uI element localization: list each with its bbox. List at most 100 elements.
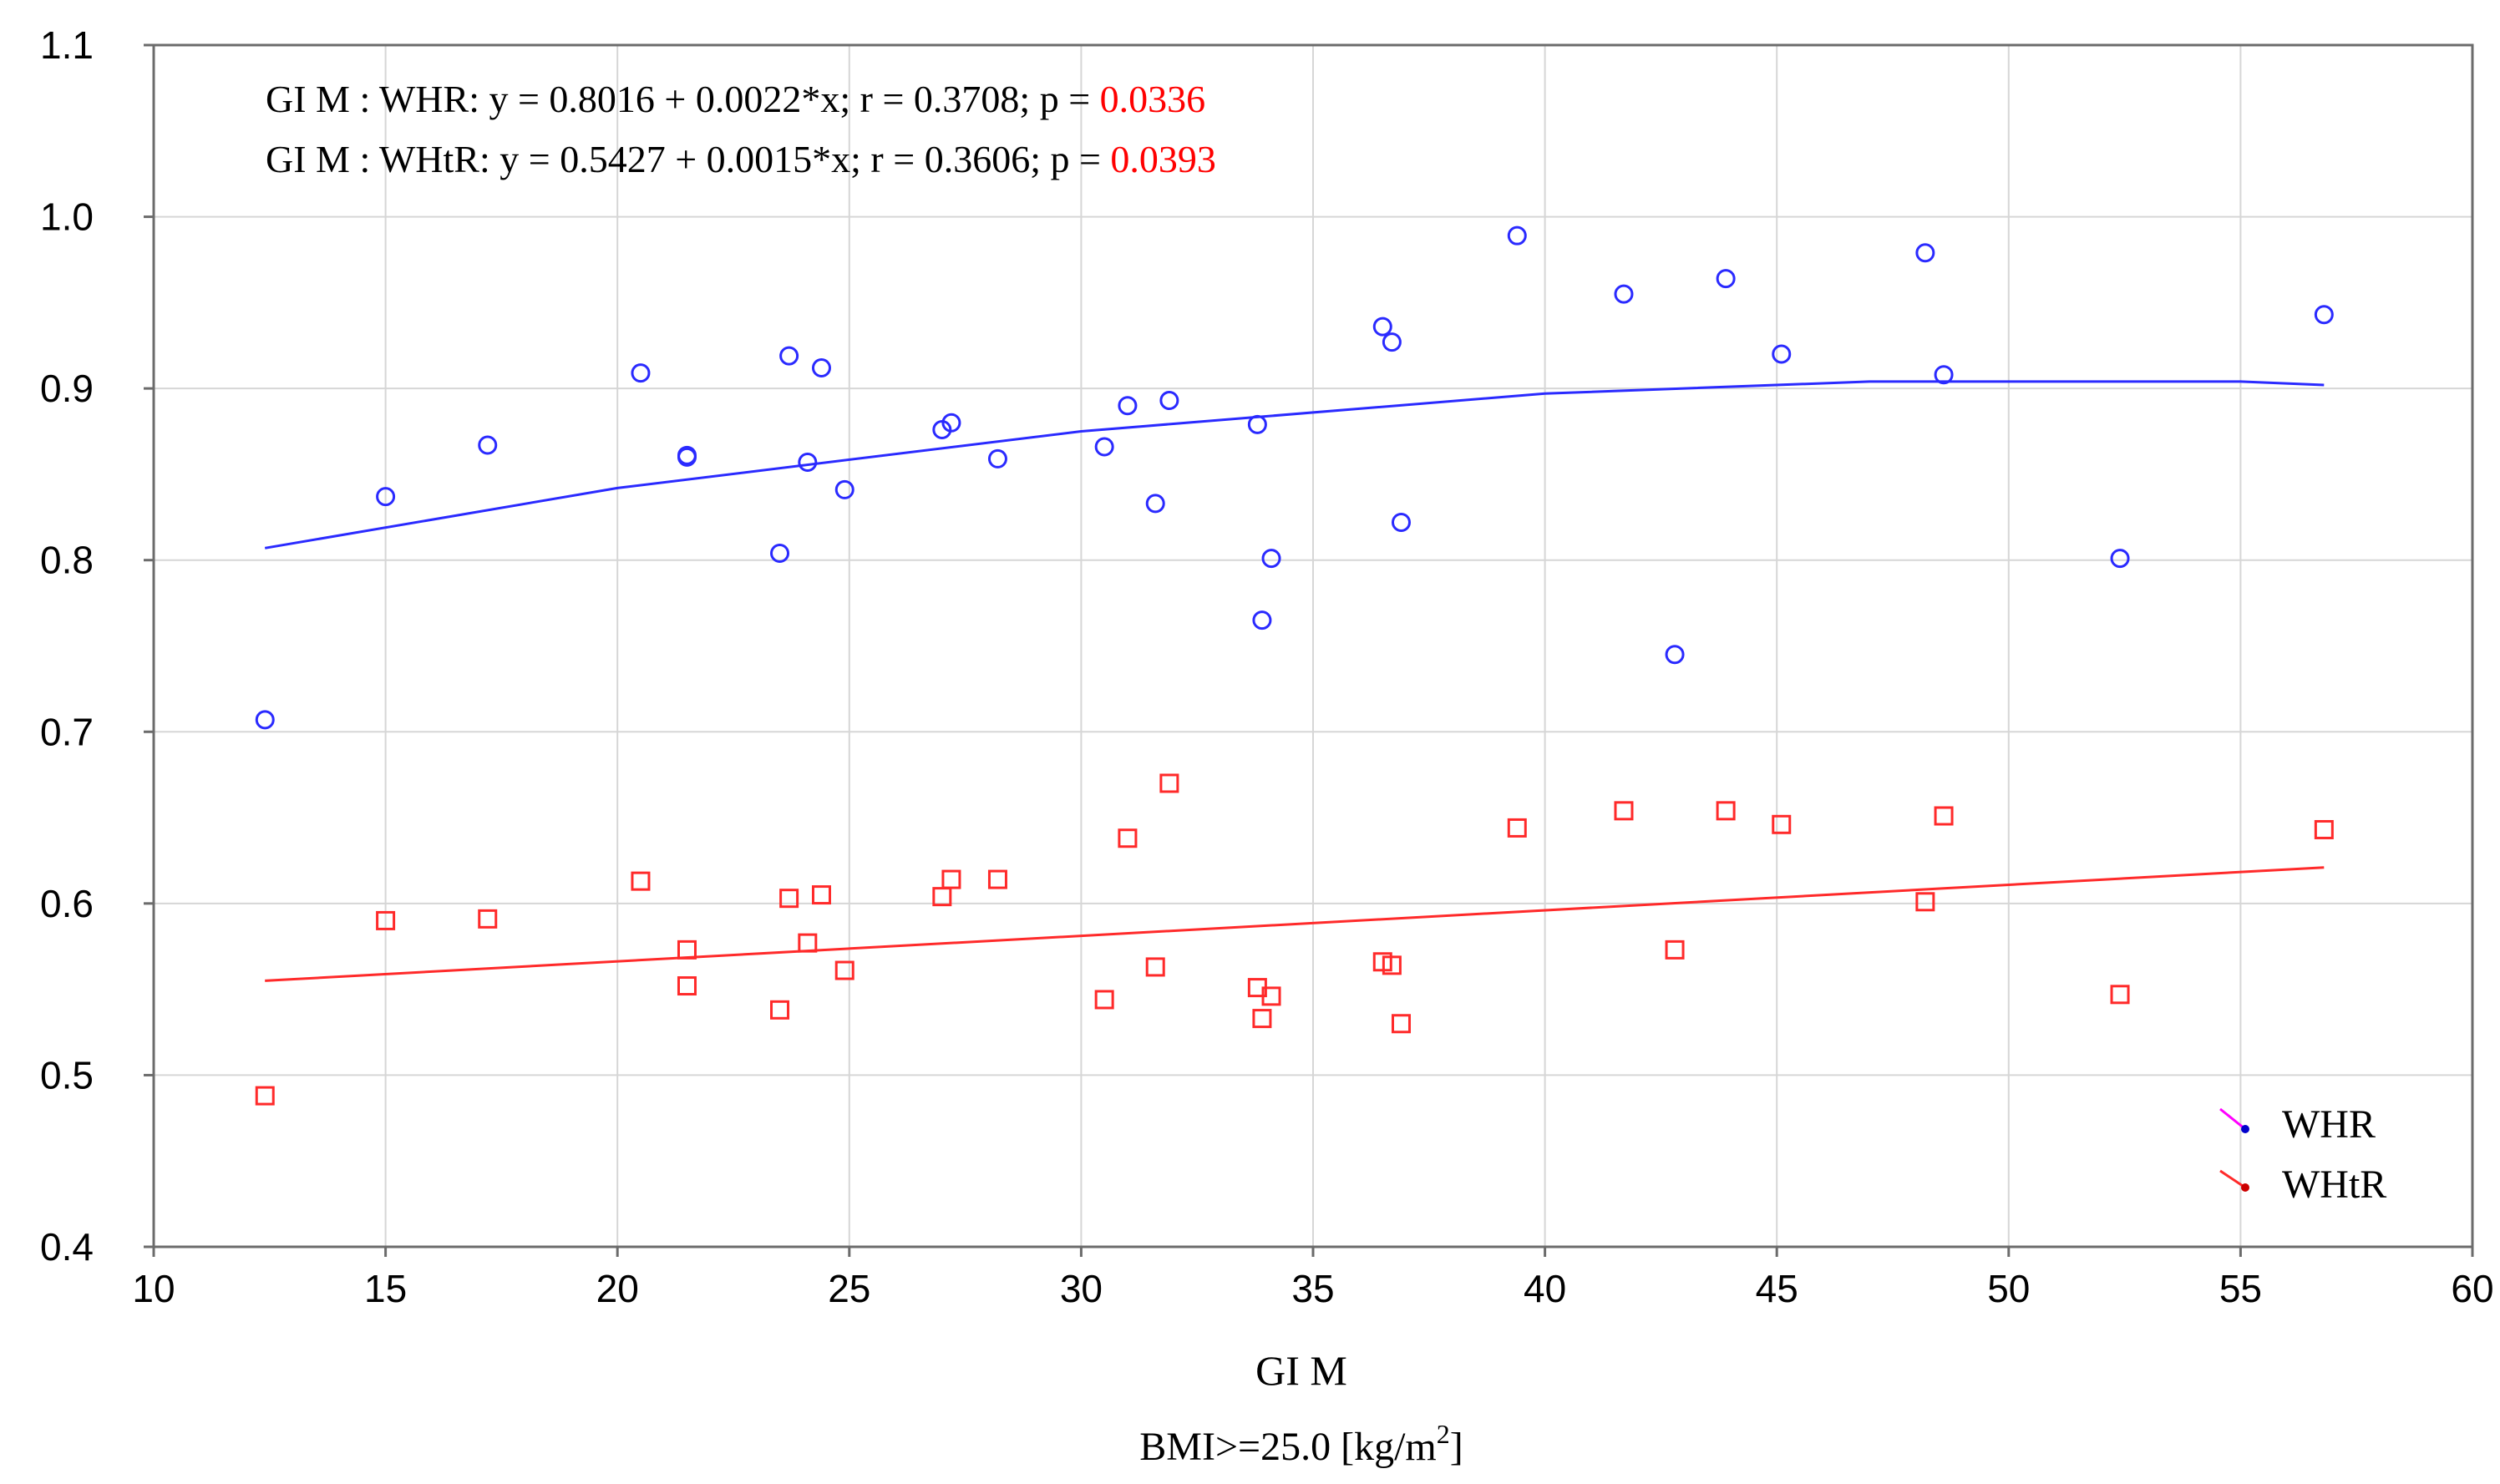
whr-point: [478, 435, 498, 455]
whr-point: [1252, 610, 1272, 631]
whr-point: [631, 363, 651, 383]
whr-point: [1145, 494, 1165, 514]
x-tick-label: 15: [364, 1267, 407, 1310]
regression-lines: [264, 380, 2325, 982]
annotation-whtr-text: GI M : WHtR: y = 0.5427 + 0.0015*x; r = …: [266, 138, 1110, 180]
whtr-point: [478, 909, 498, 929]
whtr-point: [1507, 818, 1527, 838]
whr-point: [1934, 365, 1954, 385]
whr-point: [1247, 414, 1267, 434]
whtr-point: [1772, 814, 1792, 834]
whtr-point: [1159, 773, 1179, 793]
annotation-whr-text: GI M : WHR: y = 0.8016 + 0.0022*x; r = 0…: [266, 78, 1100, 120]
whr-point: [2314, 305, 2334, 325]
whr-point: [1118, 396, 1138, 416]
legend-whr-label: WHR: [2282, 1102, 2376, 1147]
whr-fit-line: [264, 380, 2325, 550]
whr-point: [677, 447, 697, 467]
whtr-point: [1145, 957, 1165, 977]
whtr-point: [1391, 1014, 1411, 1034]
legend: WHR WHtR: [2219, 1102, 2386, 1207]
whtr-point: [677, 976, 697, 996]
subtitle-superscript: 2: [1437, 1419, 1450, 1449]
whr-point: [834, 479, 854, 499]
whtr-point: [376, 910, 396, 930]
x-tick-label: 30: [1060, 1267, 1103, 1310]
whr-point: [941, 413, 961, 433]
whtr-point: [770, 1000, 790, 1020]
whr-point: [255, 710, 275, 730]
whr-point: [1716, 269, 1736, 289]
whtr-point: [798, 933, 818, 953]
y-tick-label: 0.4: [40, 1225, 94, 1269]
regression-annotation-whr: GI M : WHR: y = 0.8016 + 0.0022*x; r = 0…: [266, 78, 1205, 120]
whr-point: [1159, 391, 1179, 411]
annotation-whtr-pvalue: 0.0393: [1110, 138, 1216, 180]
x-axis-label: GI M: [1255, 1347, 1347, 1394]
x-axis-subtitle: BMI>=25.0 [kg/m2]: [1139, 1419, 1463, 1469]
whr-point: [1094, 437, 1114, 457]
legend-whr-dot: [2241, 1125, 2249, 1133]
whtr-point: [1094, 990, 1114, 1010]
y-tick-label: 1.0: [40, 195, 94, 239]
whr-point: [1915, 243, 1935, 263]
legend-whtr-marker: [2219, 1169, 2246, 1189]
x-tick-label: 10: [132, 1267, 175, 1310]
y-tick-label: 0.8: [40, 539, 94, 582]
y-axis-ticks: 0.4 0.5 0.6 0.7 0.8 0.9 1.0 1.1: [40, 23, 154, 1269]
whtr-point: [1665, 940, 1685, 960]
whr-point: [2110, 549, 2130, 569]
whtr-point: [2110, 985, 2130, 1005]
whtr-point: [932, 887, 952, 907]
whtr-point: [1252, 1009, 1272, 1029]
whr-point: [1614, 284, 1634, 304]
whtr-point: [1261, 986, 1281, 1006]
whr-point: [770, 543, 790, 563]
whtr-point: [631, 871, 651, 891]
whr-point: [798, 453, 818, 473]
whr-point: [1391, 512, 1411, 532]
whtr-fit-line: [265, 866, 2325, 982]
y-tick-label: 1.1: [40, 23, 94, 67]
whr-point: [1372, 317, 1392, 337]
whtr-point: [1716, 801, 1736, 821]
x-tick-label: 50: [1987, 1267, 2030, 1310]
y-tick-label: 0.6: [40, 882, 94, 925]
annotation-whr-pvalue: 0.0336: [1100, 78, 1206, 120]
whtr-point: [255, 1086, 275, 1106]
whr-point: [987, 448, 1007, 468]
whr-point: [1382, 332, 1402, 352]
y-tick-label: 0.5: [40, 1053, 94, 1097]
whtr-point: [987, 869, 1007, 889]
whtr-point: [1614, 801, 1634, 821]
legend-whr-marker: [2219, 1107, 2246, 1131]
whtr-point: [941, 869, 961, 889]
x-tick-label: 55: [2219, 1267, 2262, 1310]
subtitle-end: ]: [1450, 1425, 1463, 1469]
whr-point: [1665, 645, 1685, 665]
grid-lines: [154, 45, 2472, 1247]
subtitle-main: BMI>=25.0 [kg/m: [1139, 1425, 1436, 1469]
whtr-point: [779, 889, 799, 909]
whtr-point: [2314, 819, 2334, 839]
data-points: [255, 225, 2334, 1106]
x-axis-ticks: 10 15 20 25 30 35 40 45 50 55 60: [132, 1247, 2494, 1310]
whtr-point: [1915, 892, 1935, 912]
whtr-point: [1382, 955, 1402, 975]
whr-point: [1261, 549, 1281, 569]
x-tick-label: 60: [2451, 1267, 2493, 1310]
legend-whtr-dot: [2241, 1183, 2249, 1192]
whtr-point: [677, 940, 697, 960]
y-tick-label: 0.7: [40, 710, 94, 753]
whtr-point: [834, 960, 854, 980]
x-tick-label: 45: [1756, 1267, 1798, 1310]
regression-annotation-whtr: GI M : WHtR: y = 0.5427 + 0.0015*x; r = …: [266, 138, 1216, 180]
whtr-point: [811, 885, 831, 905]
whr-point: [811, 357, 831, 377]
x-tick-label: 40: [1524, 1267, 1566, 1310]
whr-point: [779, 346, 799, 366]
whtr-point: [1118, 828, 1138, 848]
whr-point: [1507, 225, 1527, 246]
y-tick-label: 0.9: [40, 367, 94, 410]
